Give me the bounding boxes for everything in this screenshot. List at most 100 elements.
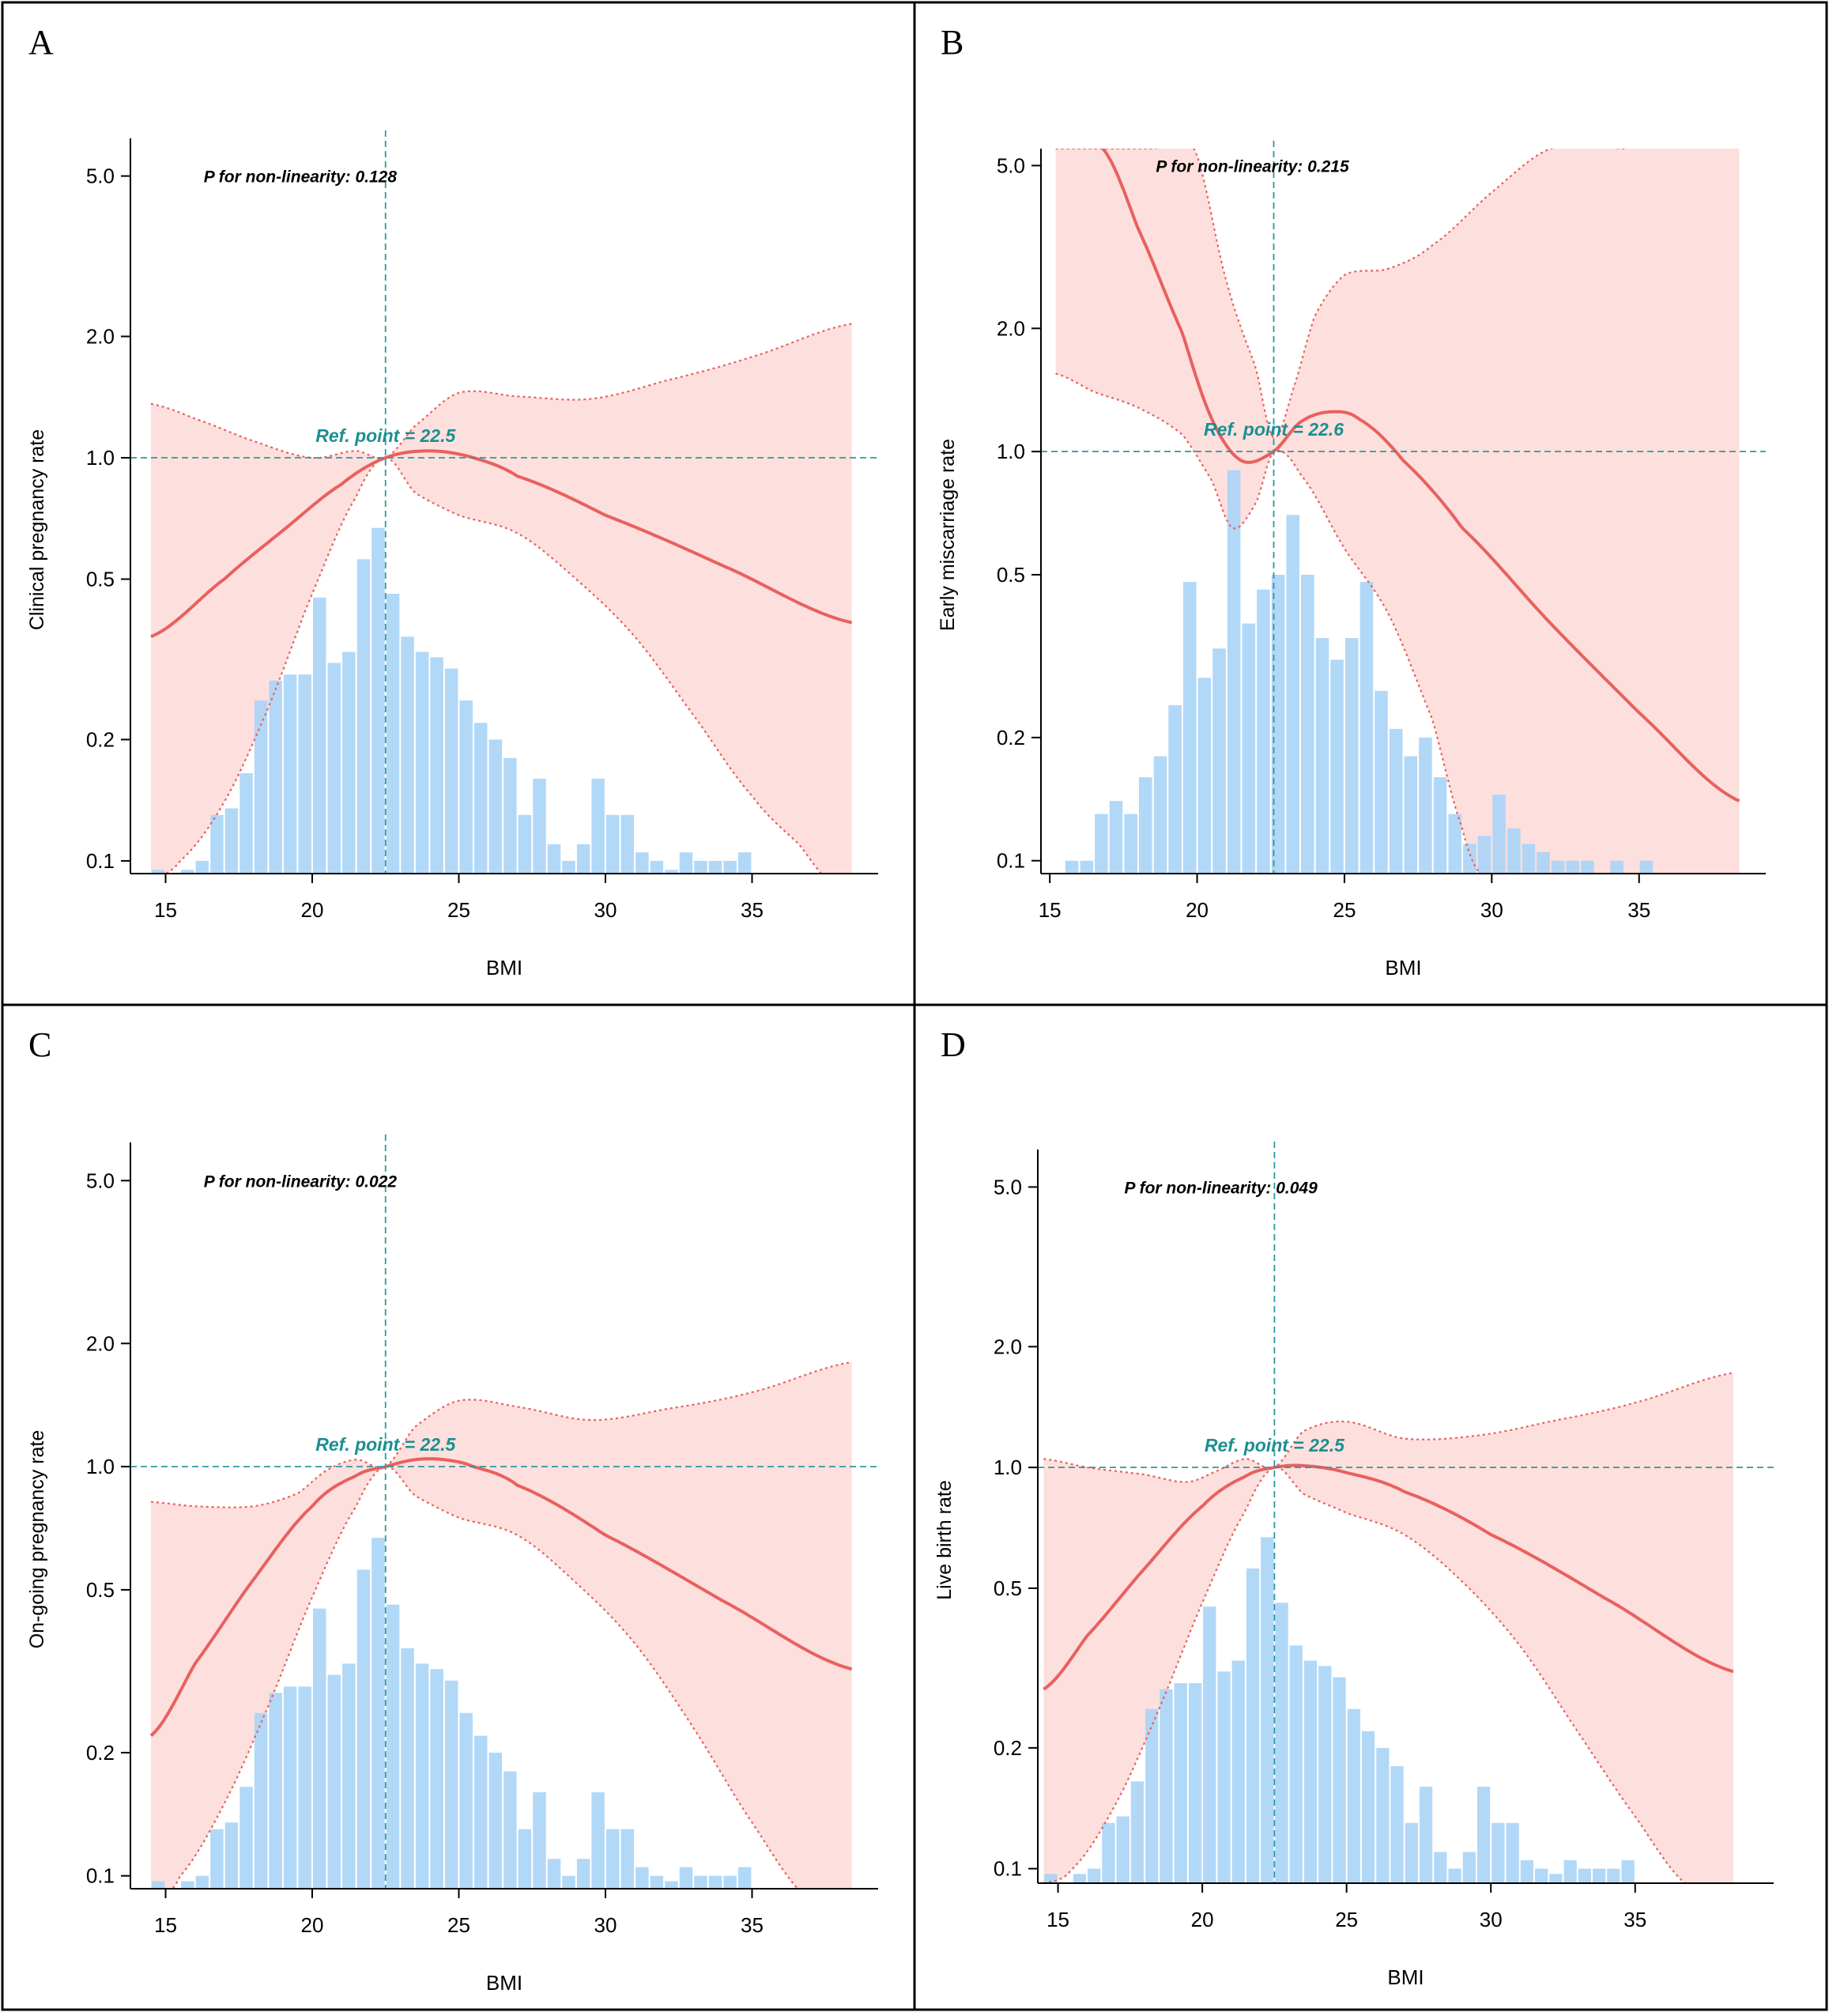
histogram-bar	[665, 1881, 678, 1889]
histogram-bar	[1080, 860, 1094, 874]
histogram-bar	[254, 700, 268, 874]
histogram-bar	[401, 636, 414, 874]
histogram-bar	[1639, 860, 1654, 874]
y-tick-label: 5.0	[86, 1168, 115, 1192]
histogram-bar	[459, 1712, 473, 1889]
histogram-bar	[1318, 1666, 1332, 1883]
histogram-bar	[562, 860, 575, 874]
histogram-bar	[708, 860, 722, 874]
histogram-bar	[723, 860, 737, 874]
panel-letter: B	[941, 23, 964, 62]
x-tick-label: 30	[1480, 1908, 1503, 1931]
histogram-bar	[1116, 1816, 1129, 1883]
histogram-bar	[533, 778, 546, 874]
histogram-bar	[1261, 1537, 1274, 1883]
y-tick-label: 5.0	[997, 153, 1025, 177]
histogram-bar	[1330, 659, 1344, 874]
confidence-band	[1055, 149, 1740, 874]
histogram-bar	[635, 1867, 649, 1889]
histogram-bar	[210, 814, 224, 874]
p-value-annotation: P for non-linearity: 0.128	[204, 168, 398, 187]
x-axis-label: BMI	[486, 1971, 522, 1995]
ref-point-label: Ref. point = 22.5	[315, 425, 456, 446]
histogram-bar	[1044, 1874, 1058, 1883]
x-tick-label: 25	[447, 1913, 470, 1937]
histogram-bar	[327, 1674, 341, 1889]
ci-lower-line	[172, 1465, 799, 1889]
y-tick-label: 0.5	[86, 1578, 115, 1602]
y-tick-label: 0.2	[994, 1736, 1022, 1760]
x-tick-label: 35	[741, 898, 764, 922]
x-tick-label: 30	[1480, 898, 1503, 922]
histogram-bar	[1145, 1708, 1159, 1883]
confidence-band	[1043, 1372, 1733, 1883]
histogram-bar	[1551, 860, 1565, 874]
histogram-bar	[562, 1875, 575, 1889]
x-axis-label: BMI	[486, 956, 522, 980]
histogram-bar	[1217, 1671, 1231, 1883]
histogram-bar	[1520, 1859, 1533, 1883]
y-tick-label: 5.0	[86, 164, 115, 188]
estimate-curve	[150, 449, 853, 639]
histogram-bar	[1188, 1683, 1202, 1883]
histogram-bar	[1507, 828, 1521, 874]
y-axis-label: On-going pregnancy rate	[26, 1430, 48, 1649]
histogram-bar	[503, 1771, 517, 1889]
histogram-bar	[1404, 756, 1418, 874]
histogram-bar	[1212, 648, 1226, 874]
histogram-bar	[1102, 1822, 1115, 1883]
histogram-bar	[1095, 814, 1108, 874]
histogram-bar	[1347, 1708, 1360, 1883]
histogram-bar	[1581, 860, 1594, 874]
x-tick-label: 30	[594, 1913, 617, 1937]
histogram-bar	[1344, 638, 1359, 874]
y-tick-label: 1.0	[994, 1455, 1022, 1479]
x-axis-label: BMI	[1385, 956, 1421, 980]
histogram-bar	[1257, 589, 1270, 874]
histogram-bar	[1476, 1787, 1491, 1883]
p-value-annotation: P for non-linearity: 0.049	[1125, 1179, 1318, 1197]
histogram-bar	[444, 1680, 458, 1889]
y-tick-label: 0.5	[86, 568, 115, 591]
histogram-bar	[430, 1669, 443, 1889]
histogram-bar	[152, 1881, 165, 1889]
histogram-bar	[606, 814, 620, 874]
estimate-curve	[1101, 149, 1740, 802]
histogram-bar	[708, 1875, 722, 1889]
x-tick-label: 15	[154, 1913, 177, 1937]
x-tick-label: 20	[1191, 1908, 1214, 1931]
y-axis-label: Early miscarriage rate	[937, 439, 959, 631]
x-tick-label: 35	[1627, 898, 1650, 922]
histogram-bar	[1153, 756, 1167, 874]
panel-a: 0.1 0.2 0.5 1.0 2.0 5.0 15 20 25 30 35 BMI Clinical …	[26, 130, 878, 980]
histogram-bar	[386, 594, 400, 874]
histogram-bar	[210, 1829, 224, 1889]
y-tick-label: 0.2	[86, 727, 115, 751]
histogram-bar	[1203, 1606, 1216, 1883]
histogram-bar	[356, 559, 371, 874]
histogram-bar	[488, 739, 503, 874]
y-tick-label: 0.1	[86, 849, 115, 873]
histogram-bar	[1065, 860, 1079, 874]
y-axis-label: Clinical pregnancy rate	[26, 429, 48, 630]
histogram-bar	[1376, 1747, 1390, 1883]
x-tick-label: 15	[1046, 1908, 1069, 1931]
histogram-bar	[1477, 836, 1491, 874]
histogram-bar	[650, 860, 664, 874]
histogram-bar	[547, 1859, 561, 1889]
histogram-bar	[298, 1686, 311, 1889]
histogram-bar	[1549, 1874, 1563, 1883]
histogram-bar	[415, 1663, 429, 1889]
histogram-bar	[313, 597, 326, 874]
x-tick-label: 25	[1333, 898, 1356, 922]
histogram-bar	[1434, 1852, 1447, 1883]
y-tick-label: 0.2	[86, 1741, 115, 1765]
y-tick-label: 0.2	[997, 726, 1025, 749]
histogram-bar	[635, 852, 649, 874]
histogram-bar	[1361, 1731, 1375, 1883]
histogram-bar	[1522, 844, 1536, 874]
histogram-bar	[371, 1538, 385, 1889]
histogram-bar	[1130, 1781, 1145, 1883]
histogram-bar	[444, 668, 458, 874]
